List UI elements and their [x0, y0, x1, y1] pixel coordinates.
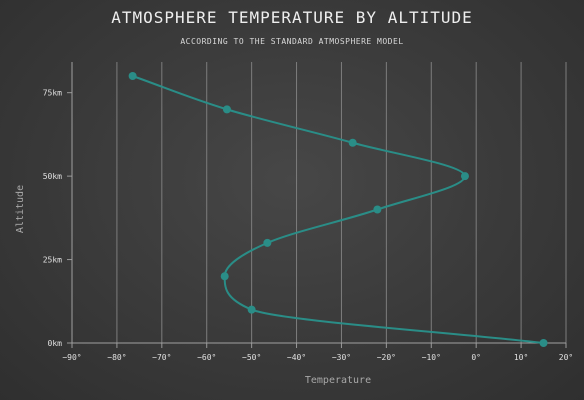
- x-tick-label: −40°: [287, 353, 306, 362]
- series-line: [132, 75, 544, 344]
- x-tick-label: 10°: [514, 353, 528, 362]
- x-tick-label: −90°: [62, 353, 81, 362]
- data-point: [128, 72, 137, 80]
- data-point: [263, 238, 272, 247]
- y-tick-label: 0km: [48, 339, 63, 348]
- data-point: [348, 138, 357, 147]
- x-tick-label: −60°: [197, 353, 216, 362]
- x-tick-label: −70°: [152, 353, 171, 362]
- y-axis-title: Altitude: [15, 185, 26, 233]
- data-point: [460, 172, 469, 181]
- chart-subtitle: ACCORDING TO THE STANDARD ATMOSPHERE MOD…: [180, 37, 404, 46]
- data-point: [539, 339, 548, 347]
- axes: −90° −80° −70° −60° −50° −40° −30° −20° −10° 0° 10…: [43, 62, 573, 362]
- data-point: [247, 305, 256, 314]
- x-tick-label: −10°: [422, 353, 441, 362]
- y-tick-label: 50km: [43, 172, 62, 181]
- chart-title: ATMOSPHERE TEMPERATURE BY ALTITUDE: [111, 8, 473, 27]
- series-layer: [128, 72, 548, 347]
- x-tick-label: −20°: [377, 353, 396, 362]
- grid: [71, 62, 567, 343]
- y-tick-label: 25km: [43, 256, 62, 265]
- data-point: [220, 272, 229, 281]
- x-axis-title: Temperature: [305, 375, 371, 386]
- x-tick-label: −50°: [242, 353, 261, 362]
- data-point: [373, 205, 382, 214]
- x-tick-label: −80°: [107, 353, 126, 362]
- x-tick-label: 20°: [559, 353, 573, 362]
- x-tick-label: −30°: [332, 353, 351, 362]
- data-point: [222, 105, 231, 114]
- y-tick-label: 75km: [43, 89, 62, 98]
- x-tick-label: 0°: [471, 353, 481, 362]
